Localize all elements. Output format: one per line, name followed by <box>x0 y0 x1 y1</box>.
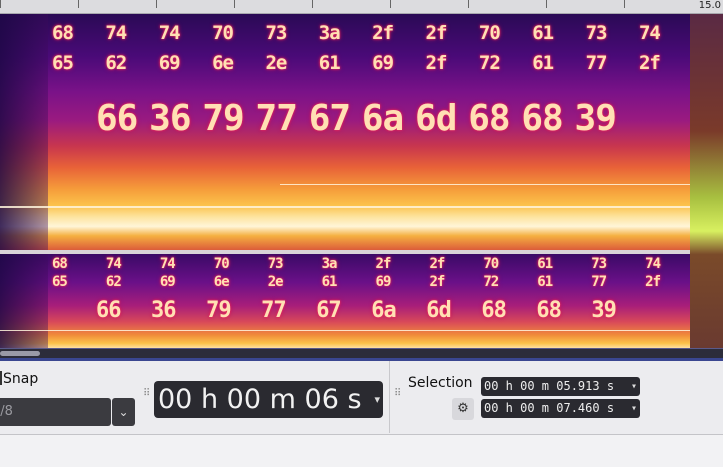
ruler-label: 15.0 <box>698 0 721 11</box>
spectrogram-tone-line <box>280 184 690 185</box>
ruler-tick <box>78 0 79 8</box>
caret-down-icon[interactable]: ▾ <box>630 403 637 414</box>
ruler-tick <box>390 0 391 8</box>
hex-row-2: 65 62 69 6e 2e 61 69 2f 72 61 77 2f <box>52 274 661 290</box>
selection-start-field[interactable]: 00 h 00 m 05.913 s ▾ <box>481 377 640 396</box>
spectrogram-background <box>0 254 690 348</box>
gear-icon[interactable]: ⚙ <box>452 398 474 420</box>
toolbar-divider <box>389 361 390 433</box>
hex-row-3: 66 36 79 77 67 6a 6d 68 68 39 <box>96 298 617 323</box>
checkbox-edge <box>0 371 2 385</box>
toolbar-bottom-border <box>0 434 723 435</box>
selection-end-field[interactable]: 00 h 00 m 07.460 s ▾ <box>481 399 640 418</box>
hex-row-1: 68 74 74 70 73 3a 2f 2f 70 61 73 74 <box>52 256 661 272</box>
spectrogram-silence <box>0 254 48 348</box>
channel-separator <box>0 250 723 254</box>
spectrogram-track[interactable]: 68 74 74 70 73 3a 2f 2f 70 61 73 74 65 62 69 6e 2e 61 69 2… <box>0 14 723 348</box>
status-bar <box>0 435 723 467</box>
spectrogram-silence <box>0 14 48 250</box>
spectrogram-channel-1[interactable]: 68 74 74 70 73 3a 2f 2f 70 61 73 74 65 62 69 6e 2e 61 69 2… <box>0 14 690 250</box>
ruler-tick <box>0 0 1 8</box>
snap-checkbox[interactable]: Snap <box>0 371 38 387</box>
ruler-tick <box>624 0 625 8</box>
spectrogram-background <box>0 14 690 250</box>
spectrogram-channel-2[interactable]: 68 74 74 70 73 3a 2f 2f 70 61 73 74 65 62 69 6e 2e 61 69 2… <box>0 254 690 348</box>
ruler-tick <box>468 0 469 8</box>
selection-toolbar: Snap 1/8 ⌄ ⠿ 00 h 00 m 06 s ▾ ⠿ Selectio… <box>0 361 723 435</box>
horizontal-scrollbar[interactable] <box>0 348 723 359</box>
time-display[interactable]: 00 h 00 m 06 s ▾ <box>154 381 383 418</box>
spectrogram-trailing-noise <box>690 14 723 348</box>
hex-row-1: 68 74 74 70 73 3a 2f 2f 70 61 73 74 <box>52 22 661 44</box>
scrollbar-thumb[interactable] <box>0 351 40 356</box>
toolbar-grip-icon[interactable]: ⠿ <box>394 388 403 399</box>
chevron-down-icon[interactable]: ⌄ <box>112 398 135 426</box>
caret-down-icon[interactable]: ▾ <box>374 393 380 406</box>
spectrogram-tone-line <box>0 206 690 208</box>
toolbar-grip-icon[interactable]: ⠿ <box>143 388 152 399</box>
hex-row-2: 65 62 69 6e 2e 61 69 2f 72 61 77 2f <box>52 52 661 74</box>
snap-select[interactable]: 1/8 <box>0 398 111 426</box>
spectrogram-tone-line <box>0 330 690 331</box>
selection-label: Selection <box>408 375 473 391</box>
ruler-tick <box>234 0 235 8</box>
snap-label: Snap <box>3 371 39 387</box>
ruler-tick <box>546 0 547 8</box>
ruler-tick <box>312 0 313 8</box>
caret-down-icon[interactable]: ▾ <box>630 381 637 392</box>
hex-row-3: 66 36 79 77 67 6a 6d 68 68 39 <box>96 98 617 139</box>
ruler-tick <box>156 0 157 8</box>
timeline-ruler[interactable]: 15.0 <box>0 0 723 14</box>
track-bottom-border <box>0 358 723 361</box>
snap-value: 1/8 <box>0 404 13 419</box>
